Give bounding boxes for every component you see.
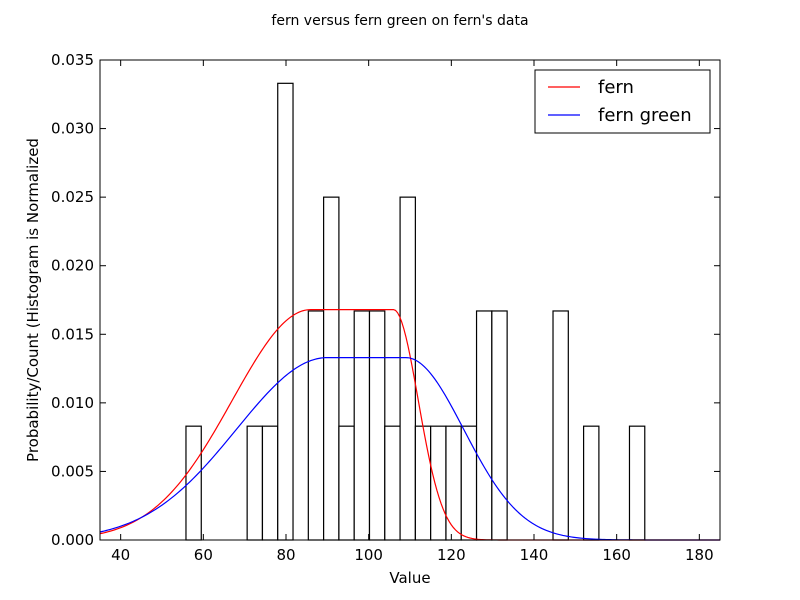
legend-label-fern-green: fern green: [598, 105, 692, 126]
histogram-bar: [491, 310, 508, 541]
x-tick-label: 80: [276, 546, 295, 564]
histogram-bar: [430, 425, 447, 541]
legend-box: [534, 69, 711, 134]
y-axis-label: Probability/Count (Histogram is Normaliz…: [24, 138, 42, 462]
x-tick-label: 100: [354, 546, 383, 564]
y-tick-label: 0.035: [51, 51, 94, 69]
histogram-bar: [368, 310, 386, 541]
y-tick-label: 0.020: [51, 257, 94, 275]
x-tick-label: 60: [194, 546, 213, 564]
y-tick-label: 0.005: [51, 462, 94, 480]
x-tick-label: 40: [111, 546, 130, 564]
histogram-bars: [185, 82, 646, 541]
y-tick-label: 0.015: [51, 325, 94, 343]
histogram-bar: [445, 425, 462, 541]
histogram-bar: [552, 310, 569, 541]
x-tick-label: 120: [437, 546, 466, 564]
chart-title: fern versus fern green on fern's data: [271, 13, 528, 29]
histogram-bar: [475, 310, 493, 541]
legend: fern fern green: [534, 69, 711, 134]
y-tick-label: 0.025: [51, 188, 94, 206]
histogram-bar: [277, 82, 294, 541]
histogram-bar: [307, 310, 325, 541]
histogram-bar: [414, 425, 432, 541]
y-tick-label: 0.030: [51, 120, 94, 138]
histogram-bar: [338, 425, 355, 541]
histogram-bar: [246, 425, 264, 541]
plot-area: [99, 59, 721, 541]
x-tick-label: 160: [602, 546, 631, 564]
legend-label-fern: fern: [598, 77, 634, 98]
histogram-bar: [261, 425, 279, 541]
x-tick-label: 180: [685, 546, 714, 564]
histogram-bar: [628, 425, 646, 541]
histogram-bar: [582, 425, 600, 541]
plot-frame: [99, 59, 721, 541]
y-tick-label: 0.010: [51, 394, 94, 412]
y-tick-label: 0.000: [51, 531, 94, 549]
y-axis: 0.000 0.005 0.010 0.015 0.020 0.025 0.030 0.035: [51, 51, 720, 549]
histogram-bar: [323, 196, 340, 541]
histogram-bar: [353, 310, 371, 541]
x-axis: 40 60 80 100 120 140 160 180: [111, 60, 714, 564]
x-tick-label: 140: [520, 546, 549, 564]
histogram-bar: [460, 425, 478, 541]
histogram-bar: [384, 425, 401, 541]
x-axis-label: Value: [389, 569, 430, 587]
